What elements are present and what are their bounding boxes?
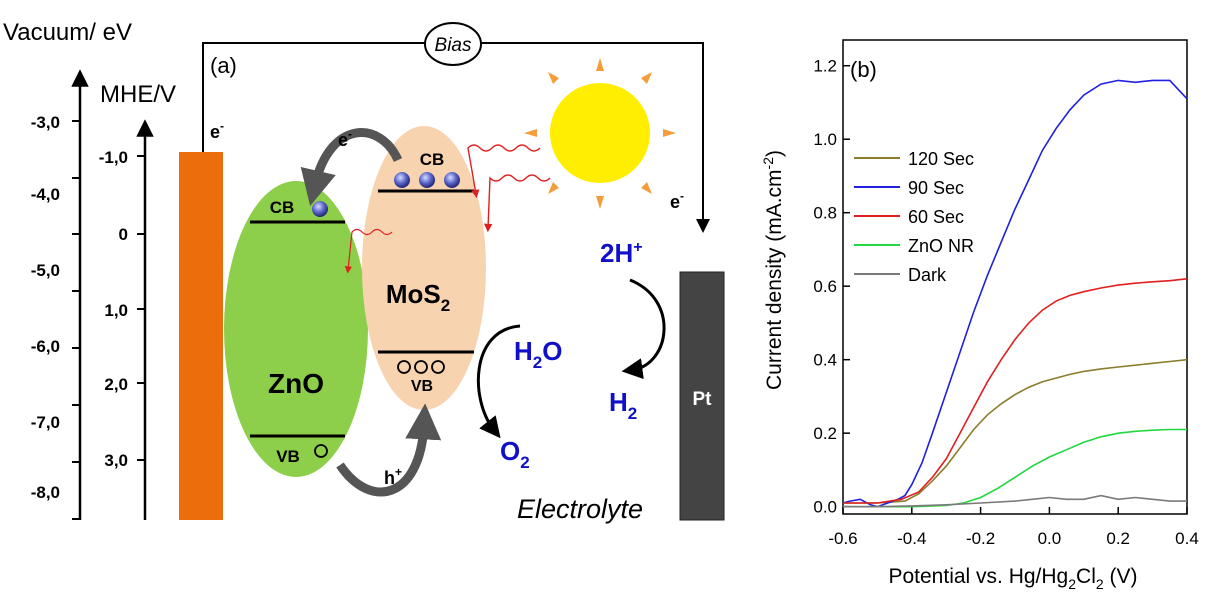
- x-tick-label: -0.4: [897, 529, 926, 548]
- sun-icon: [524, 58, 676, 209]
- legend-label: ZnO NR: [908, 236, 974, 256]
- light-wave: [344, 228, 393, 274]
- x-tick-label: -0.2: [966, 529, 995, 548]
- photoanode-electrode: [179, 152, 223, 520]
- mhe-tick-label: 3,0: [104, 451, 128, 470]
- light-wave: [483, 174, 551, 233]
- mos2-electron: [419, 172, 435, 188]
- vacuum-tick-label: -6,0: [31, 337, 60, 356]
- vacuum-tick-label: -4,0: [31, 185, 60, 204]
- panel-a: Vacuum/ eV MHE/V (a) -3,0 -4,0 -5,0 -6,0…: [3, 19, 725, 524]
- y-tick-label: 0.0: [813, 498, 837, 517]
- series-line-120-sec: [843, 358, 1188, 504]
- panel-b: (b) -0.6 -0.4 -0.2 0.0 0.2 0.4 0.00.20.40.60.…: [760, 39, 1199, 592]
- wire-electron-label: e-: [670, 189, 684, 212]
- zno-ellipse: [224, 181, 368, 477]
- mos2-hole: [414, 360, 428, 374]
- electrolyte-label: Electrolyte: [517, 494, 643, 524]
- h2o-label: H2O: [514, 336, 562, 372]
- mos2-hole: [431, 360, 445, 374]
- hole-transfer-arrow: [336, 403, 442, 497]
- oxidation-arrow: [476, 324, 521, 439]
- y-tick-label: 1.0: [813, 130, 837, 149]
- plot-frame: [842, 39, 1188, 515]
- series-line-60-sec: [843, 278, 1188, 504]
- zno-cb-label: CB: [270, 198, 295, 217]
- mhe-tick-label: 0: [119, 225, 128, 244]
- y-tick-label: 0.6: [813, 277, 837, 296]
- y-tick-label: 0.4: [813, 351, 837, 370]
- x-tick-label: 0.4: [1175, 529, 1199, 548]
- light-wave: [467, 144, 541, 199]
- mos2-hole: [397, 360, 411, 374]
- pt-label: Pt: [693, 389, 713, 410]
- reduction-arrow: [621, 278, 666, 380]
- hole-transfer-label: h+: [384, 465, 402, 488]
- zno-vb-label: VB: [276, 447, 300, 466]
- electron-transfer-arrow: [300, 128, 403, 207]
- mos2-cb-label: CB: [420, 150, 445, 169]
- zno-hole: [314, 444, 328, 458]
- zno-electron: [312, 201, 328, 217]
- y-tick-label: 0.2: [813, 424, 837, 443]
- vacuum-tick-label: -7,0: [31, 413, 60, 432]
- vacuum-tick-label: -5,0: [31, 261, 60, 280]
- panel-b-label: (b): [850, 57, 877, 82]
- series-line-zno-nr: [843, 428, 1187, 508]
- plot-curves: [842, 79, 1188, 508]
- series-line-dark: [843, 494, 1187, 508]
- panel-a-label: (a): [210, 53, 237, 78]
- electrode-electron-label: e-: [210, 119, 224, 142]
- legend-label: 60 Sec: [908, 207, 964, 227]
- x-tick-label: 0.0: [1038, 529, 1062, 548]
- mos2-electron: [444, 172, 460, 188]
- y-axis-title: Current density (mA.cm-2): [760, 150, 786, 390]
- bias-circle: [424, 22, 482, 66]
- legend-label: 120 Sec: [908, 149, 974, 169]
- mhe-axis-title: MHE/V: [100, 81, 176, 108]
- circuit-wire: [202, 42, 704, 226]
- mos2-label: MoS2: [386, 279, 450, 315]
- mos2-ellipse: [362, 126, 486, 410]
- vacuum-axis-title: Vacuum/ eV: [3, 19, 132, 46]
- vacuum-tick-label: -8,0: [31, 483, 60, 502]
- bias-label: Bias: [435, 35, 472, 56]
- vacuum-tick-label: -3,0: [31, 113, 60, 132]
- x-tick-label: 0.2: [1106, 529, 1130, 548]
- mhe-tick-label: -1,0: [99, 148, 128, 167]
- x-tick-label: -0.6: [828, 529, 857, 548]
- legend: 120 Sec 90 Sec 60 Sec ZnO NR Dark: [854, 149, 974, 285]
- electron-transfer-label: e-: [338, 127, 352, 150]
- y-tick-label: 0.8: [813, 204, 837, 223]
- o2-label: O2: [500, 436, 530, 472]
- x-axis-ticks: -0.6 -0.4 -0.2 0.0 0.2 0.4: [828, 507, 1199, 548]
- h2-label: H2: [609, 387, 637, 423]
- zno-label: ZnO: [268, 368, 324, 399]
- vacuum-ticks: -3,0 -4,0 -5,0 -6,0 -7,0 -8,0: [31, 113, 80, 520]
- y-axis-ticks: 0.0 0.2 0.4 0.6 0.8 1.0 1.2: [813, 57, 850, 517]
- legend-label: 90 Sec: [908, 178, 964, 198]
- mhe-tick-label: 1,0: [104, 301, 128, 320]
- h-plus-label: 2H+: [600, 238, 643, 268]
- y-tick-label: 1.2: [813, 57, 837, 76]
- mos2-vb-label: VB: [411, 378, 433, 395]
- mos2-electron: [394, 172, 410, 188]
- pt-electrode: [679, 271, 725, 521]
- legend-label: Dark: [908, 265, 947, 285]
- mhe-tick-label: 2,0: [104, 375, 128, 394]
- x-axis-title: Potential vs. Hg/Hg2Cl2 (V): [888, 565, 1137, 592]
- series-line-90-sec: [842, 79, 1188, 508]
- mhe-ticks: -1,0 0 1,0 2,0 3,0: [99, 148, 145, 470]
